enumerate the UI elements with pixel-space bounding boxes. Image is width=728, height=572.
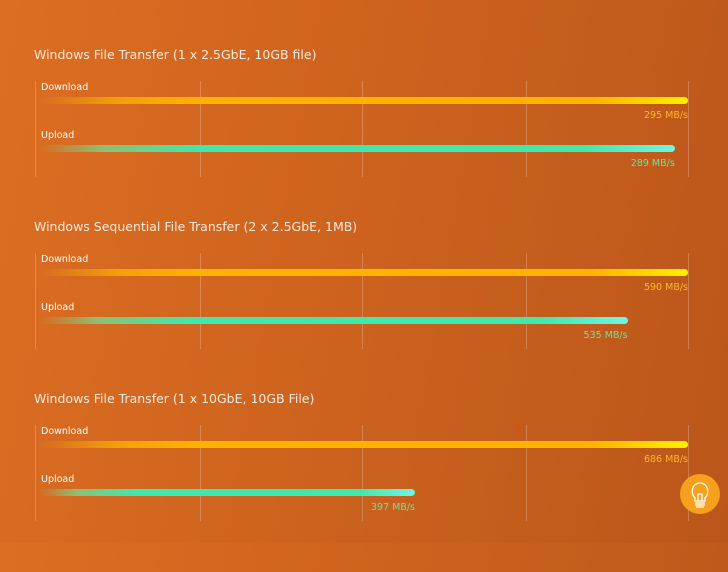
value-label: 535 MB/s: [583, 330, 628, 341]
bar-upload: [40, 317, 628, 324]
grid-line: [200, 253, 201, 349]
grid-line: [35, 81, 36, 177]
chart-title: Windows Sequential File Transfer (2 x 2.…: [34, 219, 358, 234]
chart-title: Windows File Transfer (1 x 10GbE, 10GB F…: [34, 391, 315, 406]
chart-title: Windows File Transfer (1 x 2.5GbE, 10GB …: [34, 47, 317, 62]
bar-download: [40, 97, 688, 104]
chart-group: Windows File Transfer (1 x 2.5GbE, 10GB …: [0, 47, 728, 228]
grid-line: [362, 425, 363, 521]
value-label: 590 MB/s: [643, 282, 688, 293]
grid-line: [35, 425, 36, 521]
value-label: 289 MB/s: [630, 158, 675, 169]
grid-line: [526, 81, 527, 177]
bar-download: [40, 269, 688, 276]
series-label: Upload: [41, 474, 75, 485]
chart-group: Windows Sequential File Transfer (2 x 2.…: [0, 219, 728, 400]
grid-line: [200, 81, 201, 177]
series-label: Upload: [41, 130, 75, 141]
grid-line: [688, 81, 689, 177]
lightbulb-icon: [691, 482, 709, 508]
value-label: 397 MB/s: [370, 502, 415, 513]
help-lightbulb-button[interactable]: [680, 474, 720, 514]
grid-line: [526, 253, 527, 349]
series-label: Download: [41, 254, 89, 265]
grid-line: [688, 253, 689, 349]
bar-upload: [40, 145, 675, 152]
grid-line: [688, 425, 689, 521]
grid-line: [526, 425, 527, 521]
bar-upload: [40, 489, 415, 496]
value-label: 686 MB/s: [643, 454, 688, 465]
grid-line: [35, 253, 36, 349]
grid-line: [200, 425, 201, 521]
bar-download: [40, 441, 688, 448]
value-label: 295 MB/s: [643, 110, 688, 121]
chart-group: Windows File Transfer (1 x 10GbE, 10GB F…: [0, 391, 728, 572]
grid-line: [362, 81, 363, 177]
series-label: Download: [41, 82, 89, 93]
series-label: Upload: [41, 302, 75, 313]
grid-line: [362, 253, 363, 349]
series-label: Download: [41, 426, 89, 437]
